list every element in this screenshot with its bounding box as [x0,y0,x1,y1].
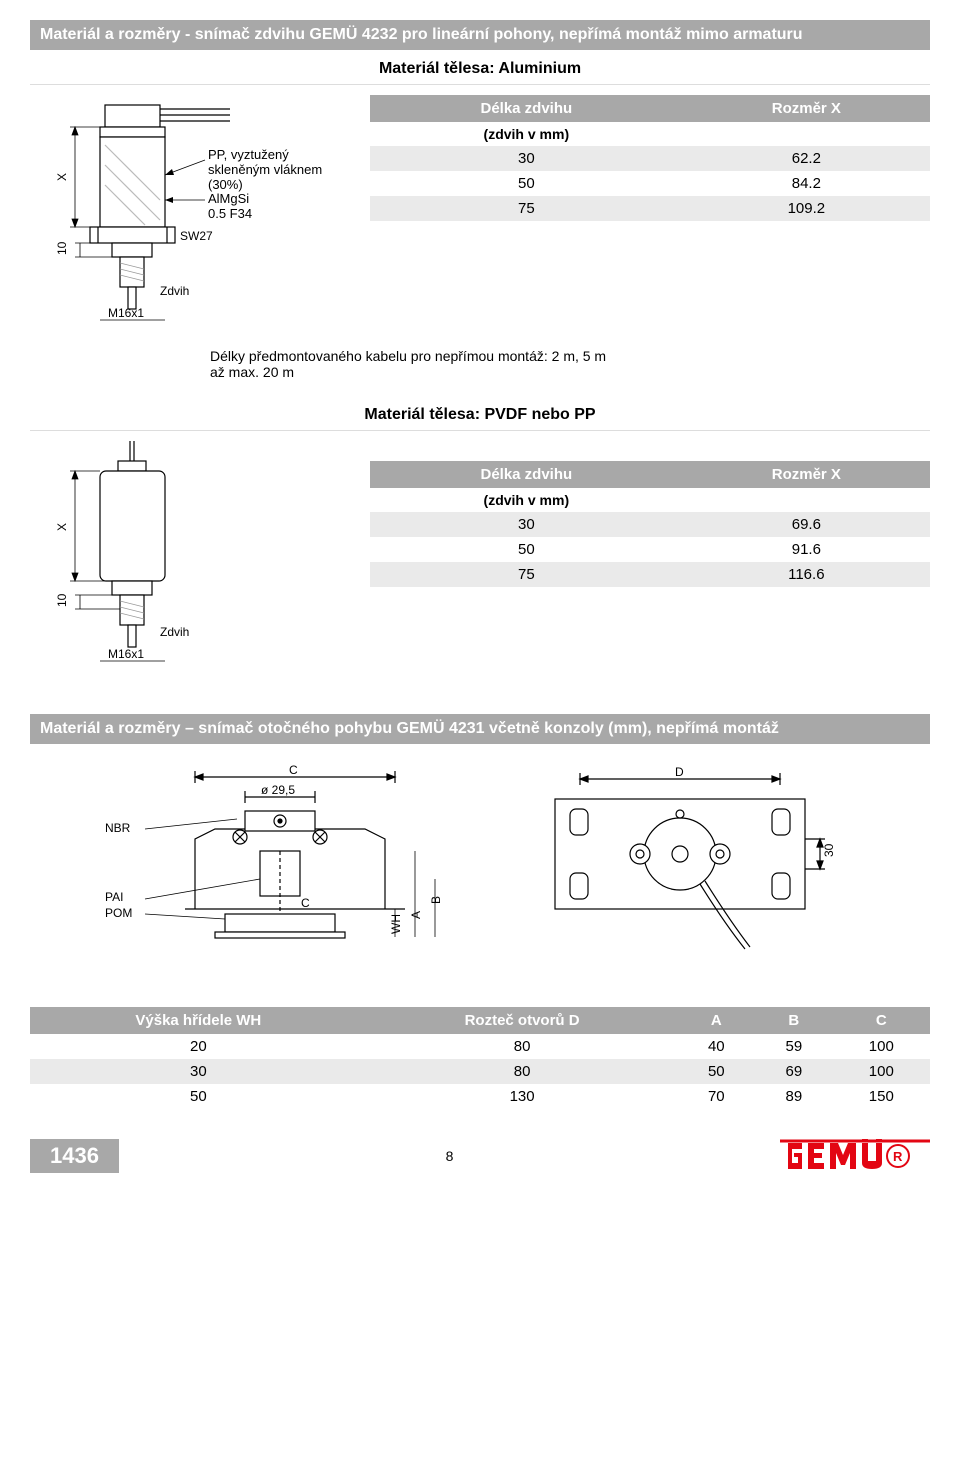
t3-r1-c0: 30 [30,1059,367,1084]
diagram-3-right: D 30 [495,759,875,992]
t1-r2-b: 109.2 [683,196,930,221]
t3-r2-c2: 70 [678,1084,756,1109]
wh-dim-label: WH [389,914,403,934]
c2-label: C [301,896,310,910]
footer-badge: 1436 [30,1139,119,1173]
diagram-3-left: C ø 29,5 NBR PAI POM C B A [85,759,465,992]
t2-r1-b: 91.6 [683,537,930,562]
table-2-container: Délka zdvihu Rozměr X (zdvih v mm) 30 69… [370,441,930,694]
t1-r2-a: 75 [370,196,683,221]
t3-r0-c2: 40 [678,1034,756,1059]
t3-h3: B [755,1007,833,1034]
t3-r2-c4: 150 [833,1084,930,1109]
t3-r2-c0: 50 [30,1084,367,1109]
t1-r0-b: 62.2 [683,146,930,171]
section-header-1: Materiál a rozměry - snímač zdvihu GEMÜ … [30,20,930,50]
t1-r1-a: 50 [370,171,683,196]
t3-r0-c4: 100 [833,1034,930,1059]
sub-header-1: Materiál tělesa: Aluminium [30,54,930,85]
t2-h2: Rozměr X [683,461,930,488]
footer-page-number: 8 [446,1148,454,1164]
t2-sub: (zdvih v mm) [370,488,683,512]
material-almgsi-label: AlMgSi 0.5 F34 [208,191,328,221]
t2-r2-a: 75 [370,562,683,587]
t2-r0-b: 69.6 [683,512,930,537]
table-1: Délka zdvihu Rozměr X (zdvih v mm) 30 62… [370,95,930,221]
diam-label: ø 29,5 [261,783,295,797]
t3-r1-c4: 100 [833,1059,930,1084]
zdvih-label-2: Zdvih [160,625,189,639]
t1-h1: Délka zdvihu [370,95,683,122]
nbr-label: NBR [105,821,131,835]
dim-10-1: 10 [55,241,69,255]
t3-r2-c1: 130 [367,1084,678,1109]
dim-10-2: 10 [55,593,69,607]
t3-r0-c0: 20 [30,1034,367,1059]
t3-h1: Rozteč otvorů D [367,1007,678,1034]
pai-label: PAI [105,890,123,904]
a-dim-label: A [409,911,423,919]
dim-x-2: X [55,523,69,531]
t3-r1-c3: 69 [755,1059,833,1084]
t3-h2: A [678,1007,756,1034]
thirty-label: 30 [822,843,836,857]
t1-r0-a: 30 [370,146,683,171]
footer-logo-icon: R [780,1139,930,1173]
b-dim-label: B [429,896,443,904]
t2-h1: Délka zdvihu [370,461,683,488]
d-label: D [675,765,684,779]
t3-h4: C [833,1007,930,1034]
section-header-2: Materiál a rozměry – snímač otočného poh… [30,714,930,744]
svg-text:R: R [893,1149,903,1164]
dim-x-1: X [55,173,69,181]
table-2: Délka zdvihu Rozměr X (zdvih v mm) 30 69… [370,461,930,587]
table-1-container: Délka zdvihu Rozměr X (zdvih v mm) 30 62… [370,95,930,328]
diagram-2: X 10 Zdvih M16x1 [30,441,350,694]
t3-r0-c1: 80 [367,1034,678,1059]
sw27-label: SW27 [180,229,213,243]
pom-label: POM [105,906,132,920]
c-label: C [289,763,298,777]
diagram-1: X 10 SW27 Zdvih [30,95,350,328]
cable-note: Délky předmontovaného kabelu pro nepřímo… [210,348,610,380]
m16x1-label-1: M16x1 [108,306,144,320]
t3-r1-c2: 50 [678,1059,756,1084]
t2-r2-b: 116.6 [683,562,930,587]
t2-r0-a: 30 [370,512,683,537]
t1-r1-b: 84.2 [683,171,930,196]
t3-r1-c1: 80 [367,1059,678,1084]
zdvih-label-1: Zdvih [160,284,189,298]
table-3: Výška hřídele WH Rozteč otvorů D A B C 2… [30,1007,930,1109]
sub-header-2: Materiál tělesa: PVDF nebo PP [30,400,930,431]
material-pp-label: PP, vyztužený skleněným vláknem (30%) [208,147,348,192]
t2-r1-a: 50 [370,537,683,562]
t3-h0: Výška hřídele WH [30,1007,367,1034]
t3-r0-c3: 59 [755,1034,833,1059]
t1-sub: (zdvih v mm) [370,122,683,146]
t1-h2: Rozměr X [683,95,930,122]
m16x1-label-2: M16x1 [108,647,144,661]
t3-r2-c3: 89 [755,1084,833,1109]
